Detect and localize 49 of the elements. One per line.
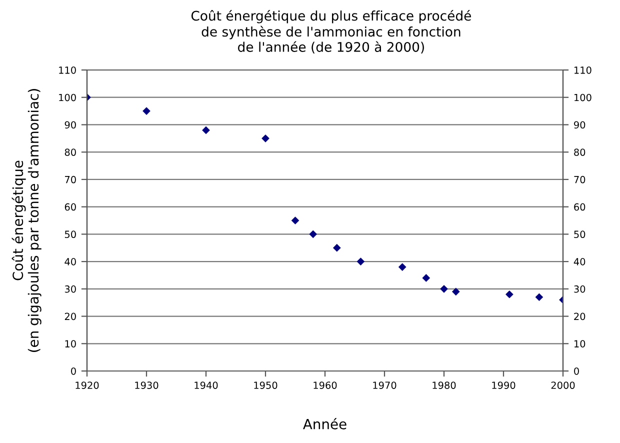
y-tick-label: 60	[64, 203, 76, 211]
y-tick-label: 110	[59, 66, 76, 74]
y-tick-label: 70	[65, 176, 76, 184]
y-tick-label: 30	[64, 285, 76, 293]
x-tick-label: 2000	[551, 382, 575, 389]
point	[422, 274, 430, 282]
x-tick-label: 1990	[492, 382, 516, 389]
point	[356, 258, 365, 266]
y2-tick-label: 110	[574, 66, 592, 74]
y-tick-label: 10	[65, 340, 76, 348]
x-axis-title: Année	[303, 418, 346, 430]
y2-tick-label: 0	[574, 367, 579, 375]
chart-title: Coût énergétique du plus efficace procédé de synthèse de l'ammoniac en fonction de l'année (de 1920 à 2000)	[191, 10, 471, 54]
point	[142, 107, 150, 115]
y2-tick-label: 50	[574, 230, 586, 238]
y2-tick-label: 100	[574, 94, 592, 102]
point	[262, 134, 270, 142]
y-tick-label: 80	[64, 148, 76, 156]
point	[291, 216, 300, 224]
point	[398, 263, 406, 271]
point	[332, 244, 341, 252]
y-tick-label: 90	[64, 121, 76, 129]
x-tick-label: 1970	[373, 382, 396, 389]
y-tick-label: 50	[64, 230, 76, 238]
point	[309, 230, 318, 238]
y-tick-label: 20	[64, 312, 76, 320]
x-tick-label: 1950	[254, 382, 278, 389]
y2-tick-label: 60	[574, 203, 586, 211]
point	[202, 126, 210, 134]
point	[506, 290, 514, 298]
y2-tick-label: 80	[574, 148, 586, 156]
x-tick-label: 1980	[432, 382, 456, 389]
y-tick-label: 0	[71, 367, 76, 375]
point	[535, 293, 544, 302]
y2-tick-label: 90	[574, 121, 586, 129]
y-tick-label: 100	[59, 94, 76, 102]
x-tick-label: 1960	[314, 382, 337, 389]
y2-tick-label: 10	[574, 340, 586, 348]
y-axis-title: Coût énergétique (en gigajoules par tonne d'ammoniac)	[12, 89, 42, 352]
x-tick-label: 1920	[76, 382, 99, 389]
x-tick-label: 1940	[194, 382, 218, 389]
y2-tick-label: 20	[574, 312, 586, 320]
point	[452, 288, 460, 296]
y2-tick-label: 30	[574, 285, 586, 293]
y2-tick-label: 40	[574, 258, 586, 266]
y2-tick-label: 70	[574, 176, 586, 184]
point	[440, 284, 448, 293]
x-tick-label: 1930	[135, 382, 158, 389]
y-tick-label: 40	[64, 258, 76, 266]
